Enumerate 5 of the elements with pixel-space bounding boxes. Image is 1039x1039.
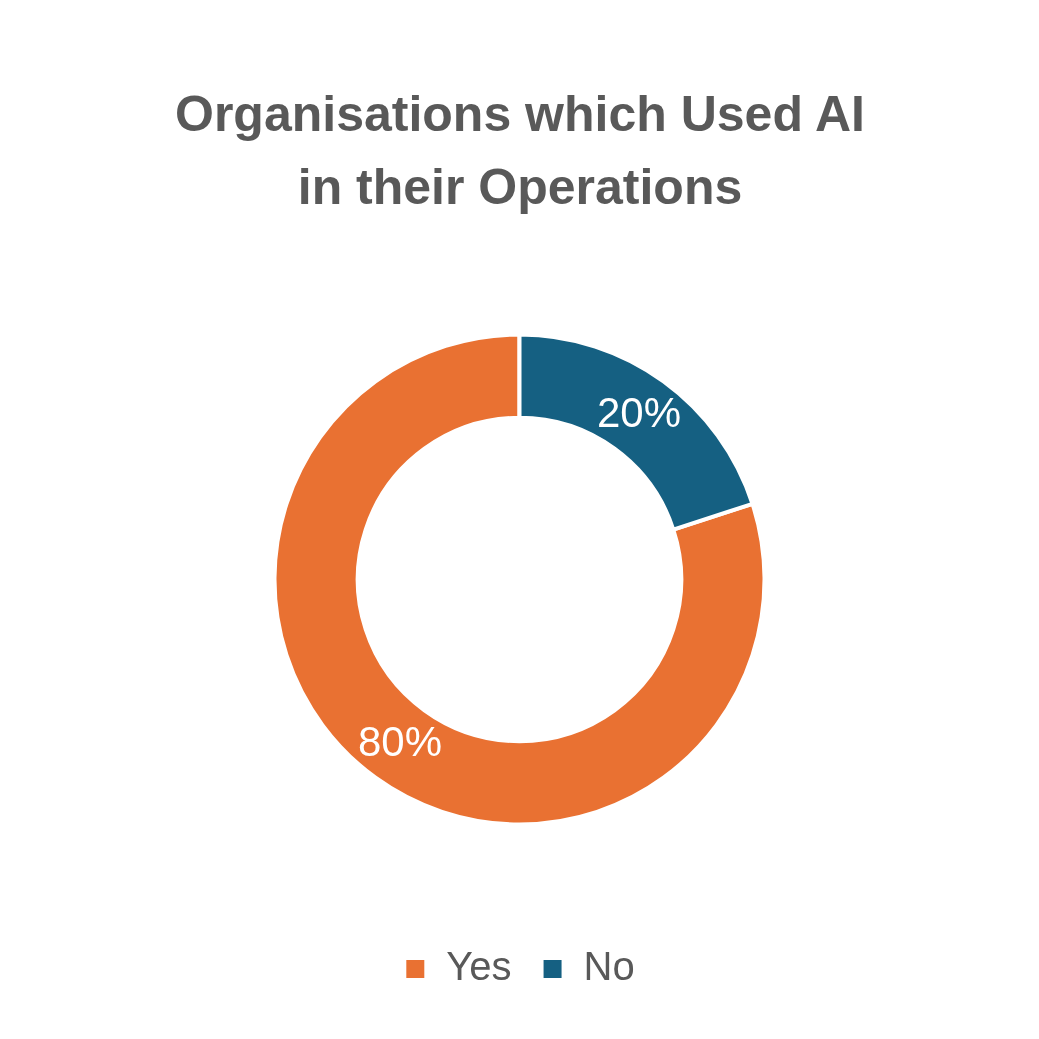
data-label: 20% [596,388,682,436]
legend-label: Yes [446,944,512,989]
chart-title: Organisations which Used AI in their Operations [174,85,866,217]
legend-label: No [583,944,635,989]
data-label: 80% [357,717,443,765]
